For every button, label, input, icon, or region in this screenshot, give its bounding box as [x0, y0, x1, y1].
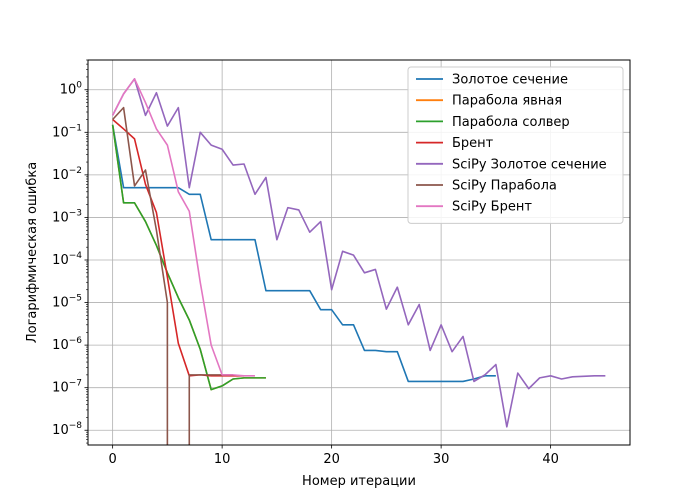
x-axis-label: Номер итерации: [302, 474, 416, 489]
plot-area: [111, 78, 606, 445]
series-line-7: [111, 78, 255, 377]
y-tick-exponent: −1: [69, 123, 82, 133]
legend-label: Парабола явная: [452, 94, 562, 109]
y-tick-exponent: −3: [69, 208, 82, 218]
x-tick-label: 0: [108, 452, 116, 467]
x-tick-label: 40: [542, 452, 559, 467]
legend-label: SciPy Парабола: [452, 179, 557, 194]
y-tick-exponent: 0: [76, 81, 82, 91]
legend-label: Брент: [452, 136, 494, 151]
legend-label: SciPy Золотое сечение: [452, 157, 607, 172]
x-tick-label: 20: [323, 452, 340, 467]
y-tick-exponent: −6: [69, 336, 83, 346]
series-line-5: [111, 78, 606, 428]
y-tick-exponent: −5: [69, 294, 82, 304]
y-tick-label: 10−5: [52, 294, 82, 311]
series-line-1: [111, 124, 496, 383]
series-line-6: [112, 106, 234, 445]
legend-label: Парабола солвер: [452, 115, 570, 130]
y-tick-label: 10−8: [52, 421, 82, 438]
y-tick-label: 10−1: [52, 123, 82, 140]
legend-label: SciPy Брент: [452, 200, 532, 215]
axes-frame: [87, 59, 631, 446]
y-tick-exponent: −8: [69, 421, 83, 431]
series-line-3: [111, 124, 266, 391]
legend: Золотое сечение Парабола явная Парабола со…: [407, 66, 624, 224]
y-tick-label: 10−2: [52, 166, 82, 183]
series-line-4: [112, 118, 245, 377]
y-tick-label: 100: [60, 81, 83, 98]
y-tick-label: 10−4: [52, 251, 82, 268]
y-tick-label: 10−6: [52, 336, 82, 353]
x-tick-label: 10: [214, 452, 231, 467]
legend-label: Золотое сечение: [452, 73, 568, 88]
y-tick-exponent: −2: [69, 166, 82, 176]
y-axis-label: Логарифмическая ошибка: [25, 162, 40, 343]
axis-ticks: 0 10 20 30 40 10−8 10−7 10−6 10−5 10−4 10−3 10−2 10−…: [52, 59, 559, 467]
y-tick-label: 10−3: [52, 208, 82, 225]
y-tick-exponent: −7: [69, 379, 82, 389]
legend-box: [407, 66, 624, 224]
y-tick-label: 10−7: [52, 379, 82, 396]
x-tick-label: 30: [433, 452, 450, 467]
y-tick-exponent: −4: [69, 251, 83, 261]
